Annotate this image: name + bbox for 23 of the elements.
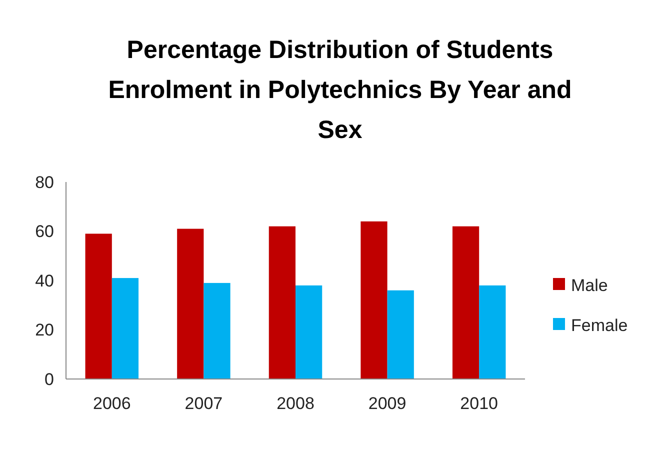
bar [204, 282, 230, 379]
chart-title: Percentage Distribution of Students Enrolment in Polytechnics By Year and Sex [108, 36, 572, 144]
y-tick-label: 40 [35, 271, 54, 290]
x-tick-label: 2006 [92, 394, 131, 413]
x-tick-label: 2008 [276, 394, 314, 413]
y-tick-label: 60 [35, 222, 54, 242]
legend-label: Female [571, 316, 628, 335]
x-tick-label: 2007 [184, 394, 223, 413]
x-tick-label: 2009 [368, 394, 406, 413]
y-tick-label: 20 [35, 320, 54, 340]
bar [387, 290, 414, 379]
bar [360, 221, 388, 379]
y-tick-label: 0 [44, 370, 54, 389]
bar [268, 226, 296, 379]
bar [479, 285, 506, 379]
bar [177, 228, 204, 379]
bar [452, 226, 480, 379]
x-tick-label: 2010 [460, 394, 498, 413]
bar [85, 234, 112, 379]
y-tick-label: 80 [35, 172, 54, 192]
bar [296, 285, 322, 379]
bar [112, 278, 139, 379]
legend-label: Male [571, 276, 608, 295]
